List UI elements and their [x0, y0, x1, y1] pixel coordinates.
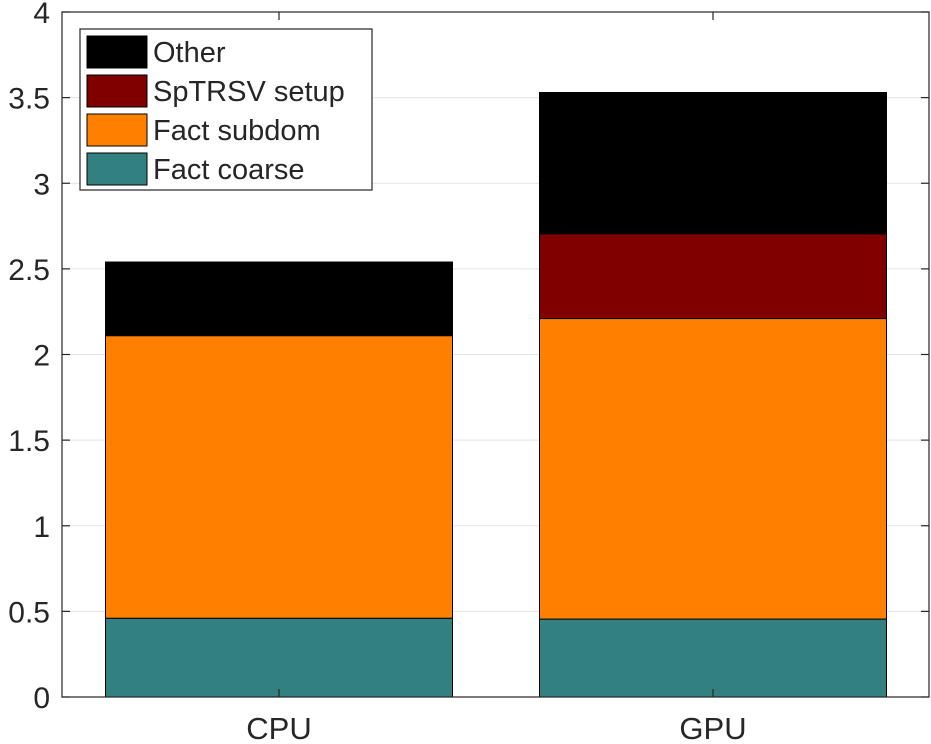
- x-axis: CPU GPU: [246, 12, 747, 744]
- bar-segment-cpu-other: [105, 261, 453, 337]
- y-tick-label: 2: [33, 340, 50, 373]
- y-tick-label: 4: [33, 0, 50, 30]
- y-tick-label: 3.5: [8, 83, 50, 116]
- y-tick-label: 0.5: [8, 596, 50, 629]
- legend-swatch: [86, 152, 148, 186]
- x-tick-label-cpu: CPU: [246, 711, 311, 744]
- y-tick-label: 2.5: [8, 254, 50, 287]
- legend-swatch: [86, 74, 148, 108]
- legend-label: SpTRSV setup: [153, 76, 345, 108]
- bar-segment-gpu-sptrsv-setup: [539, 233, 887, 320]
- y-tick-label: 1: [33, 511, 50, 544]
- y-tick-label: 1.5: [8, 425, 50, 458]
- legend: Other SpTRSV setup Fact subdom Fact coarse: [79, 28, 373, 191]
- legend-swatch: [86, 35, 148, 69]
- bar-segment-gpu-other: [539, 91, 887, 235]
- bar-segment-cpu-fact-subdom: [105, 335, 453, 619]
- y-tick-label: 0: [33, 682, 50, 715]
- legend-label: Other: [153, 37, 226, 69]
- bars: [105, 91, 887, 698]
- bar-segment-cpu-fact-coarse: [105, 617, 453, 698]
- bar-segment-gpu-fact-coarse: [539, 618, 887, 698]
- y-tick-label: 3: [33, 168, 50, 201]
- y-axis: 0 0.5 1 1.5 2 2.5 3 3.5 4: [8, 0, 929, 715]
- bar-segment-gpu-fact-subdom: [539, 318, 887, 620]
- x-tick-label-gpu: GPU: [679, 711, 746, 744]
- legend-label: Fact coarse: [153, 154, 305, 186]
- legend-swatch: [86, 113, 148, 147]
- legend-label: Fact subdom: [153, 115, 321, 147]
